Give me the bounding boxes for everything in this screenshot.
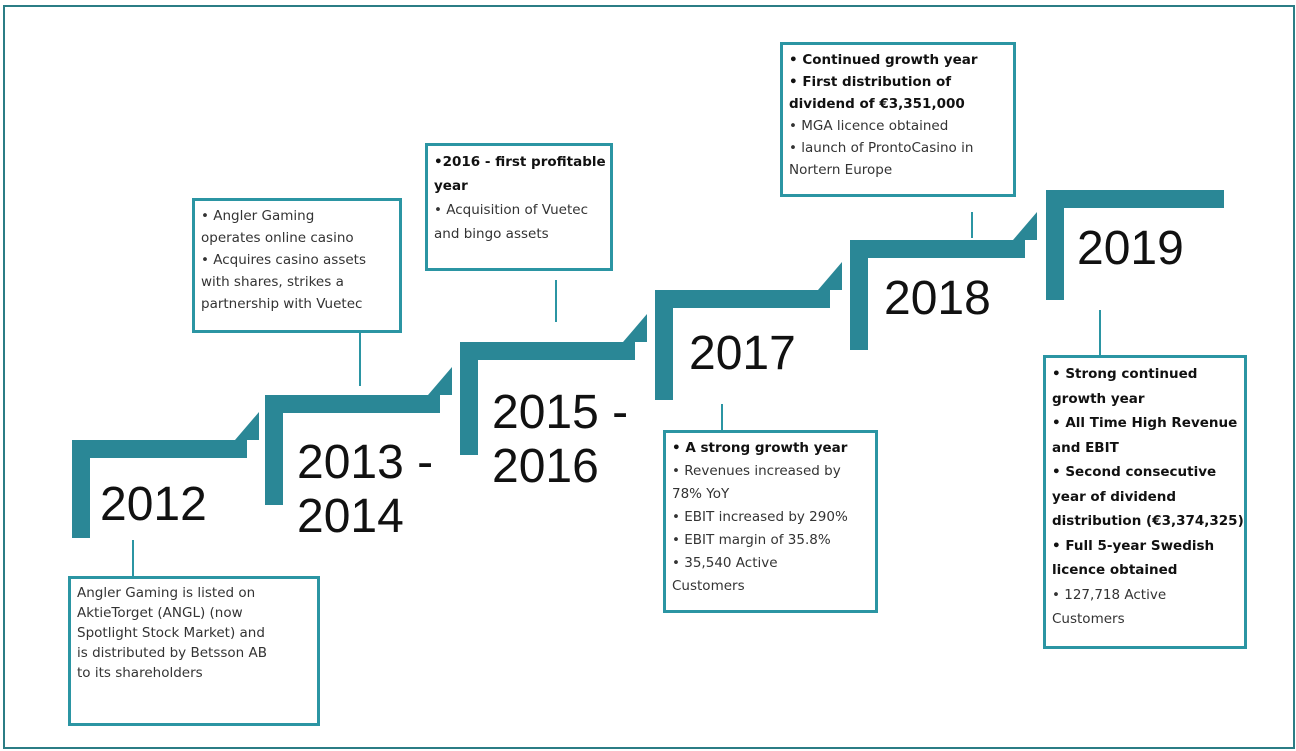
year-text: 2016: [492, 440, 599, 493]
event-text: Customers: [1052, 611, 1125, 627]
step-horizontal: [265, 395, 440, 413]
event-text: to its shareholders: [77, 665, 203, 681]
event-text: • All Time High Revenue: [1052, 415, 1238, 431]
year-text: 2019: [1077, 222, 1184, 275]
year-text: 2015 -: [492, 386, 629, 439]
step-horizontal: [460, 342, 635, 360]
year-text: 2012: [100, 478, 207, 531]
event-box: Angler Gaming is listed on AktieTorget (A…: [68, 576, 320, 726]
year-label: 2019: [1077, 222, 1184, 276]
frame: [3, 5, 1295, 749]
step-vertical: [460, 342, 478, 455]
event-text: • launch of ProntoCasino in: [789, 140, 974, 156]
event-text: • Acquisition of Vuetec: [434, 202, 588, 218]
event-text: operates online casino: [201, 230, 354, 246]
event-text: Angler Gaming is listed on: [77, 585, 256, 601]
event-box: • A strong growth year • Revenues increas…: [663, 430, 878, 613]
event-text: partnership with Vuetec: [201, 296, 363, 312]
event-text: • Full 5-year Swedish: [1052, 537, 1215, 554]
event-text: and bingo assets: [434, 226, 549, 242]
year-label: 2017: [689, 327, 796, 381]
event-text: • Second consecutive: [1052, 464, 1217, 480]
event-text: • Angler Gaming: [201, 208, 315, 224]
event-text: is distributed by Betsson AB: [77, 645, 267, 661]
step-arrow: [235, 412, 259, 440]
event-text: Customers: [672, 578, 745, 594]
step-horizontal: [655, 290, 830, 308]
event-text: • A strong growth year: [672, 440, 848, 456]
event-text: 78% YoY: [672, 486, 730, 502]
event-box: • Strong continued growth year • All Time …: [1043, 355, 1247, 649]
step-arrow: [1013, 212, 1037, 240]
year-text: 2013 -: [297, 436, 434, 489]
event-text: •2016 - first profitable: [434, 154, 606, 170]
step-vertical: [72, 440, 90, 538]
event-text: and EBIT: [1052, 439, 1119, 456]
event-text: growth year: [1052, 390, 1145, 407]
event-text: Nortern Europe: [789, 162, 893, 178]
event-text: • Revenues increased by: [672, 463, 841, 479]
year-text: 2014: [297, 490, 404, 543]
step-horizontal: [850, 240, 1025, 258]
event-text: licence obtained: [1052, 562, 1178, 578]
event-box: • Continued growth year • First distribut…: [780, 42, 1016, 197]
event-text: Spotlight Stock Market) and: [77, 625, 265, 641]
year-text: 2018: [884, 272, 991, 325]
event-text: year of dividend: [1052, 488, 1177, 505]
step-horizontal: [1046, 190, 1224, 208]
event-text: • MGA licence obtained: [789, 118, 949, 134]
step-vertical: [850, 240, 868, 350]
step-arrow: [623, 314, 647, 342]
step-vertical: [655, 290, 673, 400]
year-label: 2013 -2014: [297, 436, 433, 544]
event-text: • Acquires casino assets: [201, 252, 366, 268]
year-label: 2015 -2016: [492, 386, 628, 494]
year-label: 2012: [100, 478, 207, 532]
event-text: • 127,718 Active: [1052, 586, 1167, 603]
step-vertical: [1046, 190, 1064, 300]
event-text: • 35,540 Active: [672, 555, 778, 571]
event-text: dividend of €3,351,000: [789, 96, 965, 112]
year-label: 2018: [884, 272, 991, 326]
event-text: • EBIT increased by 290%: [672, 509, 848, 525]
event-text: distribution (€3,374,325): [1052, 513, 1244, 529]
event-text: • Continued growth year: [789, 52, 978, 68]
year-text: 2017: [689, 327, 796, 380]
event-box: • Angler Gaming operates online casino • A…: [192, 198, 402, 333]
event-box: •2016 - first profitable year • Acquisitio…: [425, 143, 613, 271]
event-text: • EBIT margin of 35.8%: [672, 532, 831, 548]
event-text: • Strong continued: [1052, 366, 1198, 382]
step-horizontal: [72, 440, 247, 458]
step-arrow: [818, 262, 842, 290]
step-arrow: [428, 367, 452, 395]
step-vertical: [265, 395, 283, 505]
event-text: year: [434, 178, 468, 194]
event-text: with shares, strikes a: [201, 274, 344, 290]
event-text: AktieTorget (ANGL) (now: [77, 605, 243, 621]
event-text: • First distribution of: [789, 74, 952, 90]
